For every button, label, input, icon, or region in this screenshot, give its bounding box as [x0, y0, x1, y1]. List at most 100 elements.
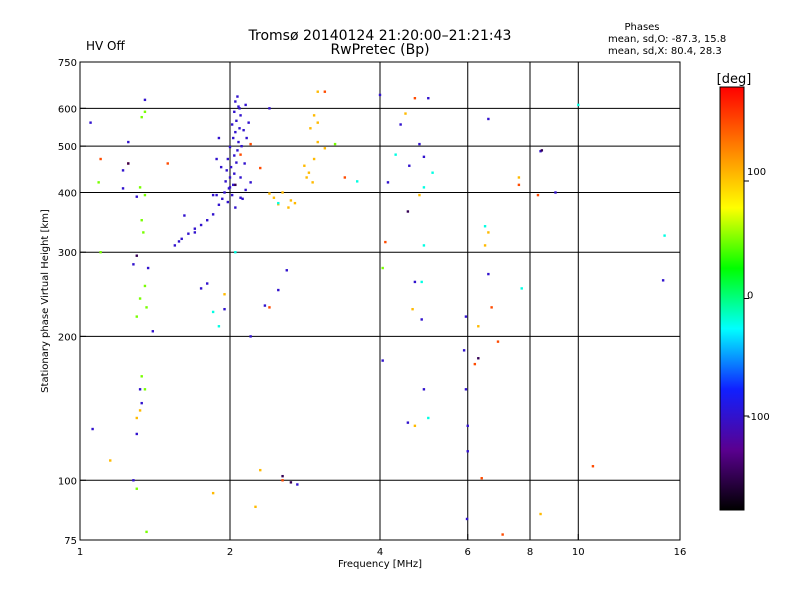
data-point	[323, 147, 327, 150]
data-point	[211, 193, 215, 197]
data-point	[236, 149, 239, 152]
data-point	[517, 183, 521, 187]
data-point	[215, 157, 218, 161]
data-point	[312, 114, 316, 117]
data-point	[187, 232, 190, 235]
data-point	[127, 162, 130, 165]
data-point	[143, 388, 147, 391]
data-point	[420, 280, 423, 284]
data-point	[496, 340, 500, 343]
y-tick-label: 500	[58, 142, 77, 153]
data-point	[234, 251, 237, 254]
data-point	[135, 195, 138, 198]
data-point	[226, 200, 230, 204]
data-point	[193, 227, 197, 230]
data-point	[193, 231, 197, 234]
data-point	[404, 112, 407, 115]
data-point	[281, 474, 284, 478]
data-point	[661, 279, 665, 282]
data-point	[138, 186, 142, 189]
data-point	[406, 210, 410, 213]
data-point	[145, 530, 148, 534]
data-point	[173, 244, 177, 247]
data-point	[132, 479, 135, 482]
data-point	[238, 127, 241, 130]
data-point	[135, 254, 138, 257]
data-point	[411, 307, 414, 311]
data-point	[577, 103, 580, 107]
data-point	[199, 287, 203, 290]
data-point	[663, 234, 666, 237]
data-point	[465, 517, 469, 521]
data-point	[268, 192, 271, 195]
data-point	[239, 114, 242, 117]
y-axis-label: Stationary phase Virtual Height [km]	[40, 209, 51, 393]
data-point	[132, 263, 135, 266]
data-point	[427, 96, 430, 100]
data-point	[135, 315, 138, 318]
data-point	[211, 213, 215, 216]
data-point	[249, 335, 252, 338]
data-point	[316, 90, 319, 93]
data-point	[143, 284, 147, 288]
data-point	[230, 193, 234, 197]
data-point	[316, 140, 319, 144]
data-point	[138, 409, 142, 412]
data-point	[384, 240, 387, 244]
data-point	[143, 193, 147, 197]
data-point	[138, 388, 142, 391]
data-point	[233, 154, 236, 157]
data-point	[140, 375, 143, 378]
data-point	[483, 244, 487, 247]
chart-subtitle: RwPretec (Bp)	[330, 42, 429, 58]
data-point	[237, 140, 240, 144]
y-tick-label: 600	[58, 104, 77, 115]
data-point	[480, 477, 483, 480]
data-point	[135, 487, 138, 490]
data-point	[183, 214, 186, 217]
data-point	[143, 98, 147, 102]
data-point	[99, 157, 102, 161]
data-point	[259, 468, 262, 472]
data-point	[140, 401, 143, 405]
data-point	[236, 95, 239, 98]
data-point	[272, 196, 276, 199]
data-point	[121, 187, 125, 190]
data-point	[135, 416, 138, 420]
data-point	[142, 231, 145, 234]
data-point	[226, 157, 230, 161]
data-point	[247, 121, 250, 124]
x-tick-label: 4	[377, 547, 383, 558]
data-point	[180, 237, 183, 241]
data-point	[228, 186, 232, 189]
data-point	[221, 197, 224, 201]
data-point	[277, 201, 280, 205]
y-tick-label: 200	[58, 332, 77, 343]
x-tick-label: 16	[674, 547, 687, 558]
data-point	[477, 325, 480, 328]
data-point	[289, 199, 293, 202]
data-point	[487, 272, 490, 276]
data-point	[223, 293, 226, 296]
chart-status: HV Off	[86, 39, 125, 53]
data-point	[239, 196, 242, 199]
data-point	[99, 251, 102, 254]
data-point	[240, 144, 243, 148]
data-point	[413, 280, 417, 284]
colorbar-unit: [deg]	[717, 72, 752, 87]
data-point	[237, 105, 240, 108]
data-point	[422, 186, 426, 189]
data-point	[217, 203, 221, 206]
data-point	[501, 533, 504, 536]
data-point	[483, 225, 487, 228]
data-point	[234, 183, 237, 187]
data-point	[138, 297, 142, 300]
data-point	[234, 206, 237, 209]
data-point	[540, 149, 544, 152]
data-point	[140, 219, 143, 222]
y-tick-label: 75	[64, 536, 77, 547]
data-point	[219, 165, 223, 169]
x-tick-label: 8	[527, 547, 533, 558]
data-point	[145, 306, 148, 309]
